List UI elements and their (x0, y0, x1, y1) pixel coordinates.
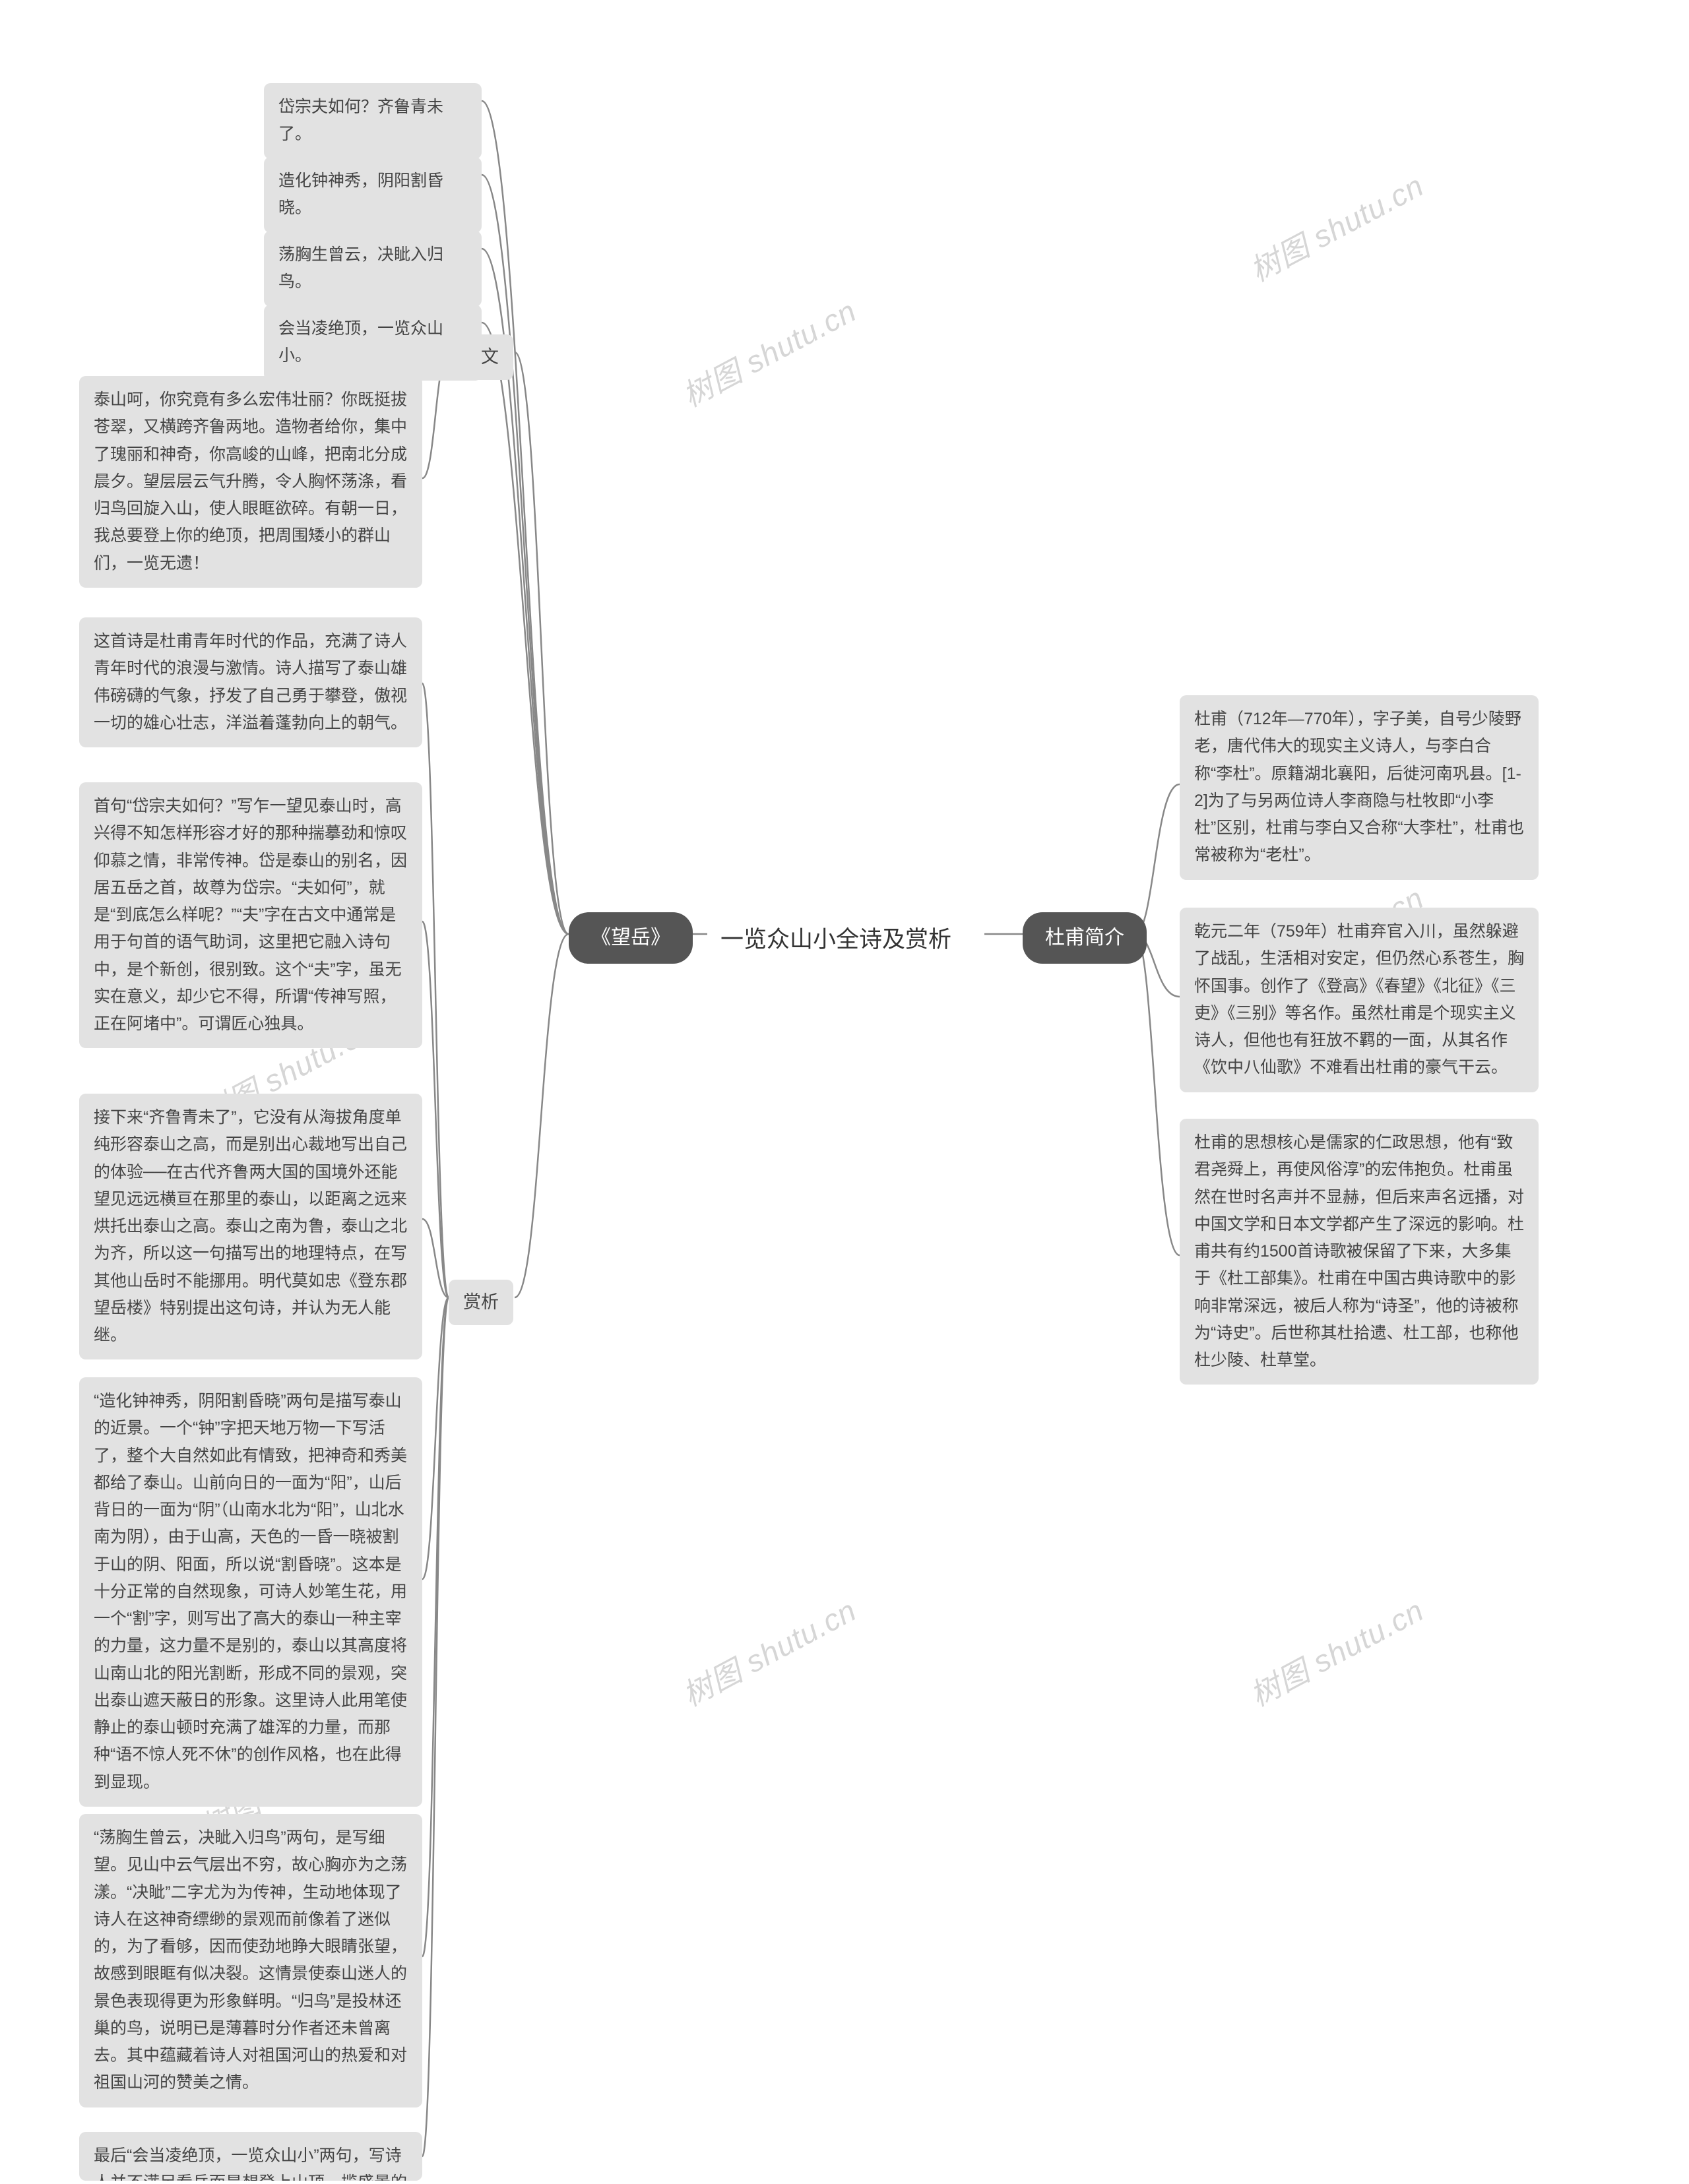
node-shangxi[interactable]: 赏析 (449, 1280, 513, 1325)
shangxi-item-2[interactable]: 首句“岱宗夫如何？”写乍一望见泰山时，高兴得不知怎样形容才好的那种揣摹劲和惊叹仰… (79, 782, 422, 1048)
shangxi-item-3[interactable]: 接下来“齐鲁青未了”，它没有从海拔角度单纯形容泰山之高，而是别出心裁地写出自己的… (79, 1094, 422, 1359)
yiwen-content[interactable]: 泰山呵，你究竟有多么宏伟壮丽？你既挺拔苍翠，又横跨齐鲁两地。造物者给你，集中了瑰… (79, 376, 422, 588)
watermark: 树图 shutu.cn (674, 1587, 863, 1715)
mindmap-canvas: 树图 shutu.cn 树图 shutu.cn 树图 shutu.cn 树图 s… (0, 0, 1689, 2184)
branch-wangyue[interactable]: 《望岳》 (569, 912, 693, 964)
shangxi-item-1[interactable]: 这首诗是杜甫青年时代的作品，充满了诗人青年时代的浪漫与激情。诗人描写了泰山雄伟磅… (79, 617, 422, 747)
jianjie-item-2[interactable]: 乾元二年（759年）杜甫弃官入川，虽然躲避了战乱，生活相对安定，但仍然心系苍生，… (1180, 908, 1539, 1092)
watermark: 树图 shutu.cn (674, 288, 863, 416)
jianjie-item-3[interactable]: 杜甫的思想核心是儒家的仁政思想，他有“致君尧舜上，再使风俗淳”的宏伟抱负。杜甫虽… (1180, 1119, 1539, 1385)
watermark: 树图 shutu.cn (1241, 1587, 1430, 1715)
shangxi-item-4[interactable]: “造化钟神秀，阴阳割昏晓”两句是描写泰山的近景。一个“钟”字把天地万物一下写活了… (79, 1377, 422, 1807)
branch-jianjie[interactable]: 杜甫简介 (1023, 912, 1147, 964)
poem-line-3[interactable]: 荡胸生曾云，决眦入归鸟。 (264, 231, 482, 307)
watermark: 树图 shutu.cn (1241, 162, 1430, 290)
shangxi-item-6[interactable]: 最后“会当凌绝顶，一览众山小”两句，写诗人并不满足看岳而是想登上山顶一揽盛景的心… (79, 2132, 422, 2181)
shangxi-item-5[interactable]: “荡胸生曾云，决眦入归鸟”两句，是写细望。见山中云气层出不穷，故心胸亦为之荡漾。… (79, 1814, 422, 2107)
poem-line-4[interactable]: 会当凌绝顶，一览众山小。 (264, 305, 482, 381)
root-node[interactable]: 一览众山小全诗及赏析 (707, 913, 984, 967)
jianjie-item-1[interactable]: 杜甫（712年—770年），字子美，自号少陵野老，唐代伟大的现实主义诗人，与李白… (1180, 695, 1539, 880)
poem-line-2[interactable]: 造化钟神秀，阴阳割昏晓。 (264, 157, 482, 233)
poem-line-1[interactable]: 岱宗夫如何？齐鲁青未了。 (264, 83, 482, 159)
